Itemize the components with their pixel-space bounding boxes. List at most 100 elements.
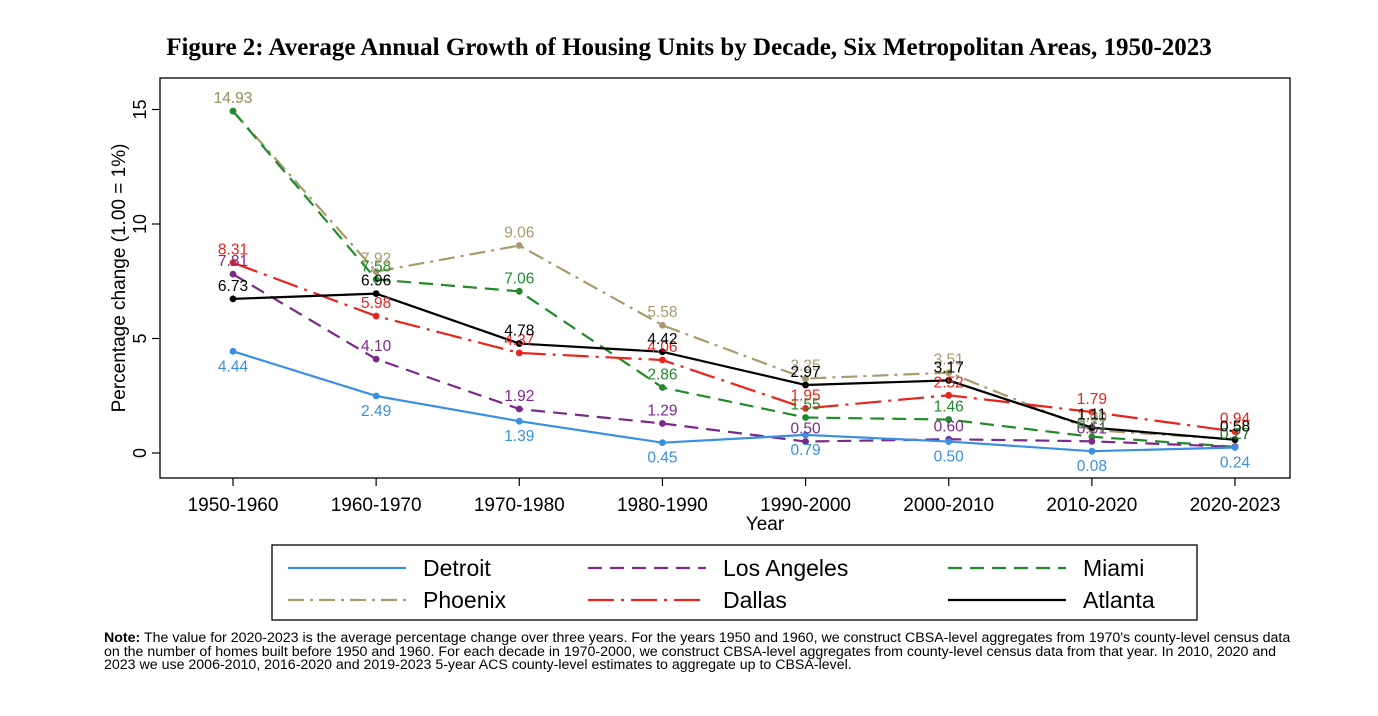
x-tick-label-2020-2023: 2020-2023 (1190, 495, 1281, 516)
data-label-los-angeles-2020-2023: 0.27 (1220, 426, 1250, 443)
series-line-dallas (232, 261, 1236, 433)
data-label-miami-2010-2020: 0.71 (1077, 416, 1107, 433)
series-line-phoenix (232, 110, 1236, 441)
data-label-miami-1980-1990: 2.86 (647, 367, 677, 384)
point-phoenix-1960-1970 (372, 268, 380, 276)
point-dallas-1980-1990 (659, 356, 666, 364)
point-los-angeles-1990-2000 (802, 438, 809, 445)
point-los-angeles-2010-2020 (1088, 437, 1096, 445)
data-label-dallas-1950-1960: 8.31 (218, 242, 248, 259)
point-miami-1950-1960 (229, 107, 237, 115)
point-miami-1960-1970 (372, 276, 380, 283)
chart-title: Figure 2: Average Annual Growth of Housi… (166, 34, 1212, 61)
data-label-detroit-2000-2010: 0.50 (934, 449, 965, 466)
data-label-miami-1950-1960: 14.93 (214, 90, 253, 107)
series-line-detroit (232, 350, 1236, 453)
data-label-detroit-1970-1980: 1.39 (504, 428, 534, 445)
point-phoenix-1980-1990 (659, 321, 666, 329)
point-detroit-1950-1960 (229, 347, 237, 355)
data-label-dallas-2000-2010: 2.52 (934, 374, 964, 391)
line-chart: 0 5 10 15 Percentage change (1.00 = 1%) 1950-… (109, 77, 1291, 621)
series-line-los-angeles (232, 273, 1236, 448)
point-los-angeles-1980-1990 (659, 420, 666, 427)
point-dallas-1970-1980 (515, 349, 523, 357)
point-miami-1970-1980 (515, 287, 523, 295)
y-axis-label: Percentage change (1.00 = 1%) (109, 144, 130, 413)
data-label-los-angeles-2000-2010: 0.60 (934, 418, 965, 435)
data-label-dallas-2020-2023: 0.94 (1220, 410, 1251, 427)
point-detroit-2020-2023 (1231, 444, 1239, 451)
point-phoenix-1990-2000 (802, 375, 809, 382)
legend-label-phoenix: Phoenix (423, 587, 507, 613)
data-label-dallas-1990-2000: 1.95 (790, 387, 820, 404)
point-los-angeles-1960-1970 (372, 355, 380, 363)
data-label-phoenix-2020-2023: 0.60 (1220, 418, 1251, 435)
point-detroit-2000-2010 (945, 438, 953, 445)
point-detroit-1960-1970 (372, 392, 380, 400)
point-los-angeles-1970-1980 (515, 405, 523, 413)
point-atlanta-1990-2000 (802, 381, 809, 389)
legend-label-miami: Miami (1083, 555, 1144, 581)
x-tick-label-1950-1960: 1950-1960 (188, 495, 279, 516)
y-tick-label-10: 10 (130, 214, 150, 234)
data-label-miami-1960-1970: 7.58 (361, 258, 391, 275)
point-dallas-2000-2010 (945, 391, 953, 399)
series-line-miami (232, 110, 1236, 448)
data-label-los-angeles-2010-2020: 0.51 (1077, 420, 1107, 437)
legend-label-detroit: Detroit (423, 555, 491, 581)
data-label-detroit-1950-1960: 4.44 (218, 358, 249, 375)
data-label-los-angeles-1960-1970: 4.10 (361, 338, 392, 355)
point-atlanta-1980-1990 (659, 348, 666, 356)
point-atlanta-1950-1960 (229, 295, 237, 303)
data-label-los-angeles-1990-2000: 0.50 (790, 421, 821, 438)
point-detroit-2010-2020 (1088, 447, 1096, 455)
point-dallas-2010-2020 (1088, 408, 1096, 416)
point-atlanta-2000-2010 (945, 377, 953, 384)
x-tick-label-2010-2020: 2010-2020 (1046, 495, 1137, 516)
data-label-phoenix-1990-2000: 3.25 (790, 358, 820, 375)
point-miami-2000-2010 (945, 416, 953, 423)
data-label-miami-1970-1980: 7.06 (504, 270, 534, 287)
data-label-atlanta-1950-1960: 6.73 (218, 278, 248, 295)
data-label-dallas-1980-1990: 4.06 (647, 339, 677, 356)
data-label-detroit-1960-1970: 2.49 (361, 403, 391, 420)
y-tick-label-5: 5 (130, 333, 150, 343)
point-atlanta-1970-1980 (515, 340, 523, 347)
legend-label-los-angeles: Los Angeles (723, 555, 848, 581)
point-dallas-1950-1960 (229, 259, 237, 267)
y-tick-label-0: 0 (130, 448, 150, 458)
point-atlanta-1960-1970 (372, 290, 380, 298)
x-axis-label: Year (746, 514, 785, 535)
data-label-detroit-1990-2000: 0.79 (790, 442, 820, 459)
legend-label-dallas: Dallas (723, 587, 787, 613)
point-detroit-1970-1980 (515, 417, 523, 425)
point-detroit-1980-1990 (659, 439, 666, 447)
x-tick-label-1970-1980: 1970-1980 (474, 495, 565, 516)
data-label-atlanta-2020-2023: 0.58 (1220, 419, 1250, 436)
data-label-atlanta-1980-1990: 4.42 (647, 331, 677, 348)
point-los-angeles-1950-1960 (229, 270, 237, 278)
point-detroit-1990-2000 (802, 431, 809, 439)
x-tick-label-1990-2000: 1990-2000 (760, 495, 851, 516)
data-label-detroit-2010-2020: 0.08 (1077, 458, 1107, 475)
data-label-phoenix-1980-1990: 5.58 (647, 304, 677, 321)
chart-note: Note: The value for 2020-2023 is the ave… (104, 630, 1304, 673)
data-label-atlanta-1960-1970: 6.96 (361, 273, 391, 290)
data-label-atlanta-1970-1980: 4.78 (504, 323, 534, 340)
plot-frame (159, 77, 1291, 479)
point-miami-1990-2000 (802, 414, 809, 421)
data-label-dallas-2010-2020: 1.79 (1077, 391, 1107, 408)
data-label-detroit-2020-2023: 0.24 (1220, 455, 1251, 472)
note-text: The value for 2020-2023 is the average p… (104, 630, 1291, 673)
point-dallas-1990-2000 (802, 404, 809, 412)
data-label-phoenix-1950-1960: 14.93 (214, 90, 253, 107)
x-tick-label-1980-1990: 1980-1990 (617, 495, 708, 516)
point-dallas-1960-1970 (372, 312, 380, 320)
data-label-detroit-1980-1990: 0.45 (647, 450, 677, 467)
legend-box (271, 544, 1198, 621)
data-label-atlanta-2000-2010: 3.17 (934, 359, 964, 376)
data-label-dallas-1970-1980: 4.37 (504, 332, 534, 349)
x-tick-label-1960-1970: 1960-1970 (331, 495, 422, 516)
data-label-phoenix-2000-2010: 3.51 (934, 352, 964, 369)
x-tick-label-2000-2010: 2000-2010 (903, 495, 994, 516)
